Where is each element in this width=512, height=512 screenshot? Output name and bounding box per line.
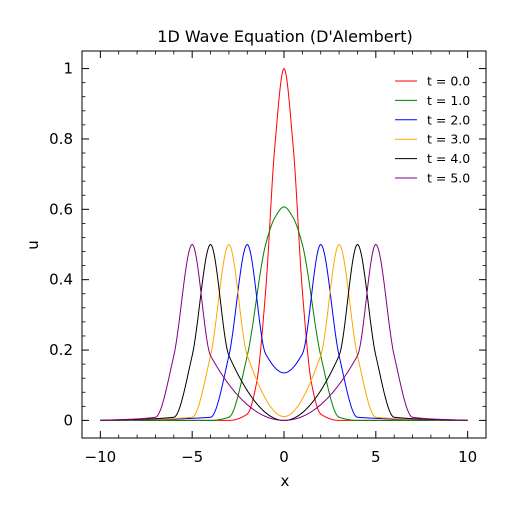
series-line-1 (100, 206, 468, 421)
legend-label-0: t = 0.0 (427, 74, 470, 89)
series-layer (100, 67, 468, 421)
x-tick-label: −10 (85, 448, 117, 466)
legend-label-2: t = 2.0 (427, 112, 470, 127)
series-line-3 (100, 243, 468, 421)
y-tick-label: 0.8 (49, 130, 73, 148)
x-tick-label: 0 (279, 448, 289, 466)
y-tick-label: 1 (63, 60, 73, 78)
y-tick-label: 0.6 (49, 200, 73, 218)
plot-frame (81, 50, 487, 439)
x-tick-label: 5 (371, 448, 381, 466)
y-tick-label: 0.4 (49, 271, 73, 289)
legend: t = 0.0 t = 1.0 t = 2.0 t = 3.0 t = 4.0 t = 5… (395, 74, 470, 186)
y-axis-label: u (24, 240, 42, 250)
legend-label-1: t = 1.0 (427, 93, 470, 108)
series-line-5 (100, 243, 468, 421)
legend-label-5: t = 5.0 (427, 171, 470, 186)
legend-label-3: t = 3.0 (427, 132, 470, 147)
x-tick-label: −5 (181, 448, 203, 466)
x-axis-label: x (281, 472, 290, 490)
y-tick-label: 0.2 (49, 341, 73, 359)
chart-title: 1D Wave Equation (D'Alembert) (157, 27, 412, 46)
legend-label-4: t = 4.0 (427, 151, 470, 166)
y-tick-label: 0 (63, 411, 73, 429)
ticks-layer: −10 −5 0 5 10 0 0.2 0.4 0.6 0.8 1 (49, 51, 486, 466)
x-tick-label: 10 (458, 448, 477, 466)
